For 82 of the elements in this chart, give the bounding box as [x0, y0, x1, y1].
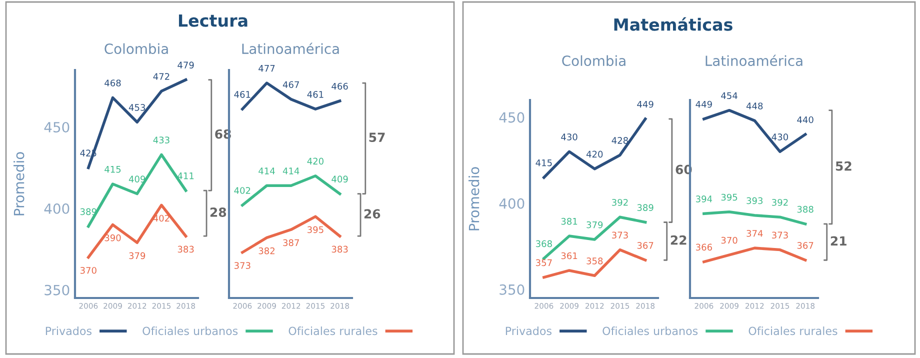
- data-label: 370: [80, 266, 96, 274]
- data-label: 392: [772, 198, 788, 206]
- data-label: 395: [721, 194, 738, 201]
- data-label: 357: [536, 259, 552, 266]
- data-label: 392: [612, 198, 628, 206]
- data-label: 468: [104, 80, 121, 86]
- data-label: 415: [536, 160, 552, 166]
- data-label: 361: [561, 252, 578, 260]
- data-label: 368: [536, 240, 552, 248]
- data-label: 449: [637, 100, 654, 108]
- data-label: 383: [178, 246, 194, 253]
- y-axis-title: Promedio: [468, 167, 480, 230]
- data-label: 373: [772, 232, 788, 239]
- data-label: 449: [696, 100, 712, 108]
- data-label: 394: [696, 196, 712, 202]
- data-label: 472: [153, 73, 170, 80]
- legend-label: Oficiales urbanos: [142, 326, 238, 336]
- data-label: 415: [104, 166, 121, 173]
- chart-title: Lectura: [178, 14, 248, 27]
- legend-label: Oficiales rurales: [748, 326, 838, 336]
- data-label: 428: [612, 137, 628, 144]
- text: 52: [836, 161, 852, 171]
- data-label: 370: [721, 236, 738, 244]
- legend-label: Oficiales urbanos: [602, 326, 698, 336]
- text: 22: [670, 235, 686, 245]
- data-label: 420: [307, 158, 324, 165]
- data-label: 479: [178, 62, 194, 68]
- data-label: 388: [797, 206, 814, 213]
- data-label: 440: [797, 116, 814, 124]
- chart-subtitle: Latinoamérica: [706, 54, 802, 66]
- text: 21: [830, 236, 846, 246]
- data-label: 448: [746, 102, 763, 110]
- data-label: 381: [561, 218, 578, 225]
- y-tick-label: 450: [499, 112, 524, 123]
- y-tick-label: 450: [44, 122, 70, 132]
- data-label: 411: [178, 172, 194, 180]
- data-label: 430: [772, 134, 788, 140]
- chart-title: Matemáticas: [614, 17, 732, 31]
- data-label: 461: [307, 90, 324, 98]
- chart-subtitle: Colombia: [562, 55, 626, 66]
- data-label: 358: [586, 258, 603, 264]
- chart-subtitle: Latinoamérica: [242, 42, 339, 54]
- y-tick-label: 350: [44, 284, 70, 296]
- data-label: 430: [561, 134, 578, 140]
- y-tick-label: 400: [44, 203, 70, 214]
- legend-label: Privados: [506, 326, 552, 336]
- data-label: 366: [696, 244, 712, 251]
- legend-label: Privados: [46, 326, 92, 336]
- data-label: 420: [586, 150, 603, 158]
- legend-label: Oficiales rurales: [288, 326, 378, 336]
- data-label: 374: [746, 230, 763, 237]
- data-label: 433: [153, 136, 170, 144]
- data-label: 393: [746, 197, 763, 204]
- y-axis-title: Promedio: [14, 152, 24, 216]
- text: 57: [369, 132, 385, 142]
- data-label: 414: [282, 168, 300, 174]
- text: 28: [210, 207, 226, 217]
- data-label: 367: [797, 242, 814, 249]
- data-label: 395: [308, 226, 324, 234]
- data-label: 453: [128, 104, 145, 111]
- data-label: 379: [586, 221, 603, 228]
- data-label: 373: [234, 262, 250, 269]
- data-label: 390: [104, 234, 121, 242]
- data-label: 383: [332, 246, 348, 253]
- data-label: 379: [129, 252, 146, 260]
- data-label: 367: [637, 242, 654, 249]
- data-label: 467: [282, 81, 299, 88]
- y-tick-label: 350: [500, 284, 524, 295]
- data-label: 389: [637, 204, 654, 211]
- data-label: 414: [258, 168, 275, 174]
- data-label: 466: [332, 82, 348, 90]
- data-label: 477: [258, 65, 275, 72]
- data-label: 373: [612, 232, 628, 239]
- data-label: 382: [258, 247, 274, 254]
- y-tick-label: 400: [499, 198, 524, 209]
- chart-subtitle: Colombia: [104, 43, 168, 54]
- data-label: 409: [332, 176, 348, 182]
- data-label: 402: [234, 187, 250, 194]
- data-label: 461: [234, 90, 250, 98]
- text: 26: [364, 209, 380, 219]
- data-label: 387: [283, 239, 299, 246]
- data-label: 454: [721, 92, 738, 100]
